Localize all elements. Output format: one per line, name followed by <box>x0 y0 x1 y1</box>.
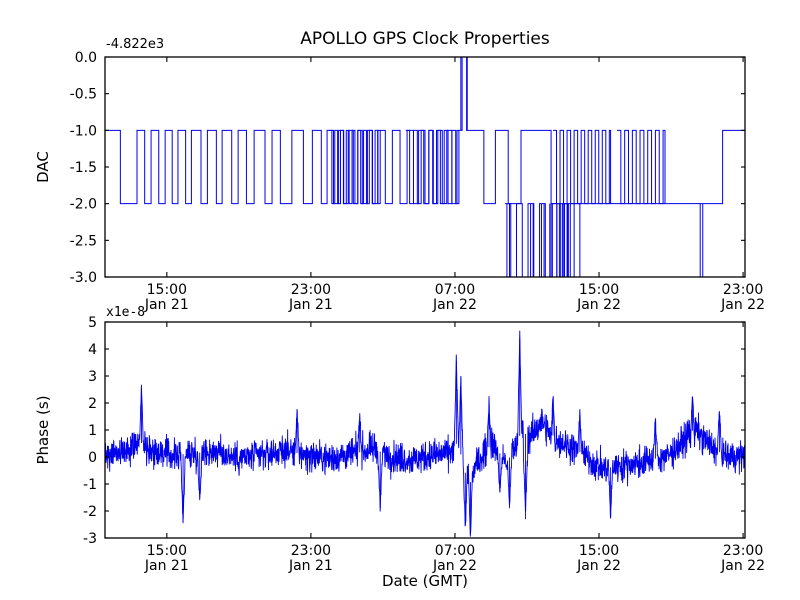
y-tick-label: -2.0 <box>70 197 97 213</box>
x-tick-label-date: Jan 22 <box>432 558 477 574</box>
x-tick-label-time: 23:00 <box>723 543 763 559</box>
x-tick-label-date: Jan 22 <box>576 558 621 574</box>
dac-y-tick-labels: 0.0 -0.5 -1.0 -1.5 -2.0 -2.5 -3.0 <box>70 50 97 286</box>
x-tick-label-date: Jan 22 <box>720 297 765 313</box>
dac-burst-line <box>617 129 666 205</box>
dac-axes-frame <box>104 56 746 278</box>
x-tick-label-time: 23:00 <box>723 282 763 298</box>
y-tick-label: 0 <box>88 450 97 466</box>
dac-y-offset-label: -4.822e3 <box>106 37 164 52</box>
y-tick-label: -1.0 <box>70 123 97 139</box>
x-tick-label-time: 15:00 <box>579 543 619 559</box>
phase-x-axis-title: Date (GMT) <box>382 572 468 590</box>
phase-y-exponent-label: x1e-8 <box>106 305 145 320</box>
dac-burst-line <box>553 129 612 205</box>
x-tick-label-date: Jan 21 <box>144 297 189 313</box>
y-tick-label: -3 <box>83 531 97 547</box>
y-tick-label: 3 <box>88 369 97 385</box>
y-tick-label: -1.5 <box>70 160 97 176</box>
y-tick-label: -1 <box>83 477 97 493</box>
y-tick-label: 2 <box>88 396 97 412</box>
phase-y-tick-labels: 5 4 3 2 1 0 -1 -2 -3 <box>83 315 97 547</box>
phase-data-trace <box>104 330 746 537</box>
dac-panel: APOLLO GPS Clock Properties -4.822e3 0.0… <box>34 29 765 313</box>
y-tick-label: -2.5 <box>70 233 97 249</box>
y-tick-label: -3.0 <box>70 270 97 286</box>
y-tick-label: 0.0 <box>75 50 97 66</box>
y-tick-label: 5 <box>88 315 97 331</box>
x-tick-label-date: Jan 22 <box>576 297 621 313</box>
phase-axes-frame <box>104 321 746 539</box>
x-tick-label-time: 15:00 <box>147 282 187 298</box>
y-tick-label: -2 <box>83 504 97 520</box>
dac-y-axis-title: DAC <box>34 151 52 183</box>
x-tick-label-date: Jan 22 <box>720 558 765 574</box>
phase-noise-line <box>104 330 746 537</box>
page-title: APOLLO GPS Clock Properties <box>300 29 550 49</box>
x-tick-label-date: Jan 21 <box>288 558 333 574</box>
x-tick-label-time: 07:00 <box>435 282 475 298</box>
y-tick-label: 1 <box>88 423 97 439</box>
y-tick-label: -0.5 <box>70 87 97 103</box>
phase-plot-background <box>105 322 745 538</box>
x-tick-label-time: 15:00 <box>147 543 187 559</box>
dac-burst-line <box>405 129 460 205</box>
x-tick-label-time: 07:00 <box>435 543 475 559</box>
y-tick-label: 4 <box>88 342 97 358</box>
dac-burst-line <box>329 129 381 205</box>
x-tick-label-time: 23:00 <box>291 543 331 559</box>
phase-y-axis-title: Phase (s) <box>34 395 52 464</box>
x-tick-label-date: Jan 22 <box>432 297 477 313</box>
dac-low-band <box>505 203 581 278</box>
x-tick-label-time: 23:00 <box>291 282 331 298</box>
x-tick-label-date: Jan 21 <box>288 297 333 313</box>
x-tick-label-date: Jan 21 <box>144 558 189 574</box>
x-tick-label-time: 15:00 <box>579 282 619 298</box>
